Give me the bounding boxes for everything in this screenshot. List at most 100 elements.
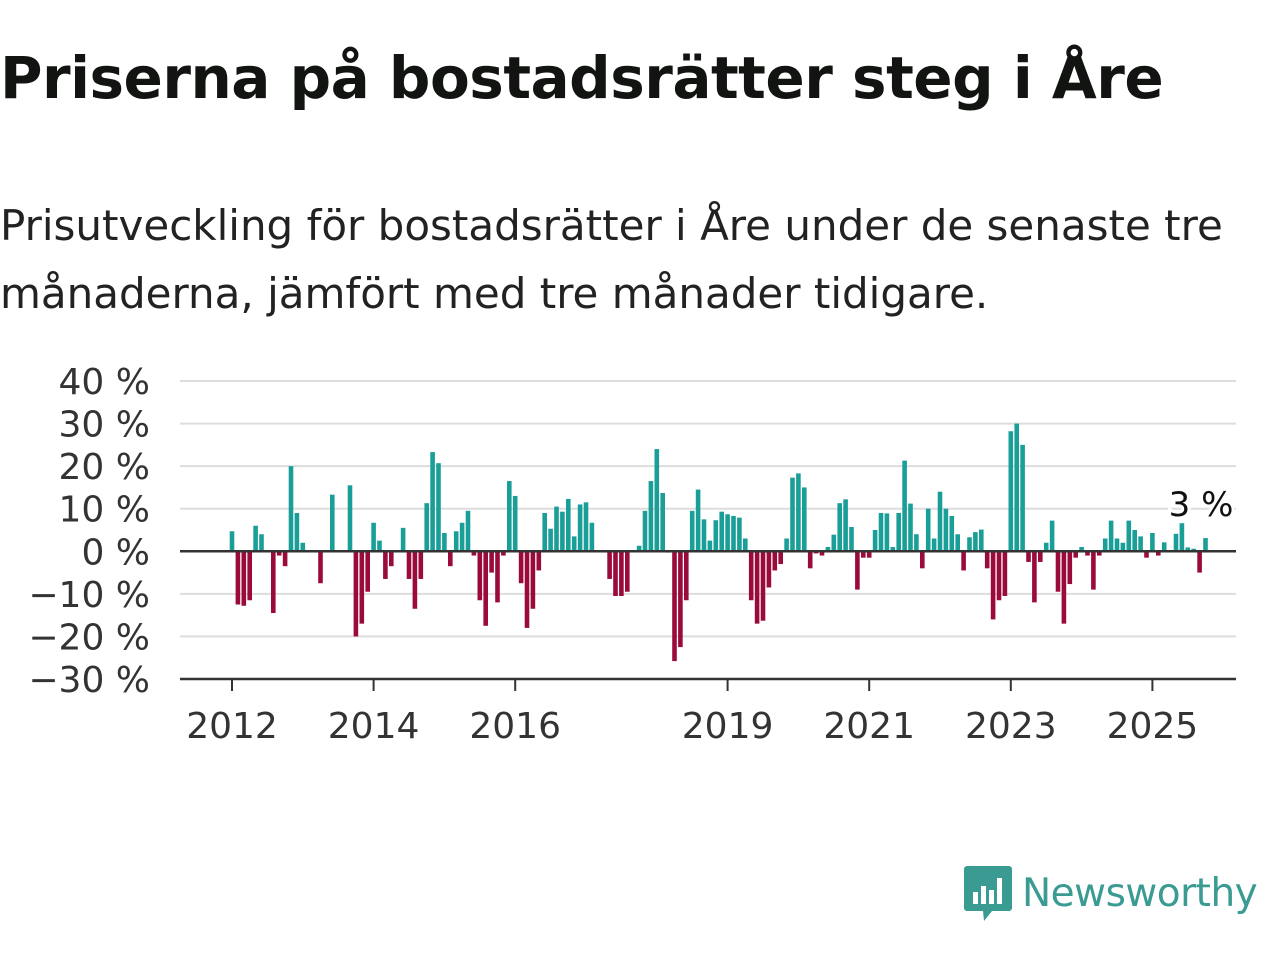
chart-title: Priserna på bostadsrätter steg i Åre: [0, 44, 1164, 112]
bar: [288, 466, 294, 552]
y-tick-label: 10 %: [59, 490, 150, 531]
x-tick-label: 2023: [965, 706, 1057, 747]
bar: [1008, 431, 1014, 552]
bar: [477, 551, 483, 601]
bar: [1038, 551, 1043, 562]
bar: [471, 551, 477, 556]
bar: [459, 522, 465, 552]
bar: [625, 551, 630, 592]
bar: [583, 502, 589, 552]
bar: [489, 551, 494, 573]
bar: [247, 551, 252, 601]
bar: [613, 551, 618, 596]
bar: [896, 512, 901, 552]
bar: [418, 551, 424, 579]
latest-value-annotation: 3 %: [1169, 485, 1234, 525]
bar: [465, 510, 471, 552]
newsworthy-bar-chart-icon: [964, 866, 1012, 921]
bar: [371, 522, 376, 552]
bar: [719, 511, 724, 552]
bar: [725, 514, 730, 552]
bar: [855, 551, 860, 590]
y-tick-label: −10 %: [28, 575, 150, 616]
bar: [1132, 530, 1137, 552]
x-tick-label: 2016: [469, 706, 561, 747]
bar: [1055, 551, 1061, 592]
bar-chart: 40 %30 %20 %10 %0 %−10 %−20 %−30 % 2012 2…: [28, 362, 1236, 747]
bar: [819, 551, 825, 556]
bar: [678, 551, 683, 648]
bar: [684, 551, 689, 601]
bar: [1173, 533, 1179, 552]
bar: [389, 551, 394, 567]
bar: [512, 495, 518, 552]
bar: [760, 551, 766, 621]
bar: [1085, 551, 1090, 556]
logo-text: Newsworthy: [1022, 870, 1258, 916]
bar: [1032, 551, 1037, 603]
bar: [548, 528, 553, 552]
bar: [530, 551, 536, 609]
bar: [737, 517, 742, 552]
bar: [766, 551, 772, 588]
bar: [973, 532, 978, 552]
bar: [1120, 542, 1126, 552]
x-tick-label: 2025: [1107, 706, 1199, 747]
bar: [1150, 532, 1155, 552]
bar: [1161, 542, 1167, 552]
bar: [294, 512, 300, 552]
bar: [483, 551, 488, 626]
bar: [713, 520, 719, 552]
bar: [642, 510, 648, 552]
bar: [937, 491, 943, 552]
bar: [648, 481, 654, 552]
y-tick-label: 20 %: [59, 447, 150, 488]
bar: [908, 503, 913, 552]
y-tick-label: −20 %: [28, 617, 150, 658]
bar: [501, 551, 506, 556]
bar: [778, 551, 783, 565]
bar: [689, 510, 695, 552]
y-tick-label: 40 %: [59, 362, 150, 403]
bar: [353, 551, 359, 637]
bar: [253, 525, 258, 552]
bar: [743, 538, 748, 552]
x-tick-label: 2012: [186, 706, 278, 747]
bar: [1114, 538, 1120, 552]
bar: [772, 551, 778, 571]
bar: [807, 551, 813, 569]
bar: [300, 542, 306, 552]
bar: [1203, 538, 1208, 552]
bar: [890, 547, 896, 552]
bar: [731, 515, 736, 552]
bar: [949, 515, 955, 552]
bar: [524, 551, 530, 628]
bar: [507, 481, 512, 552]
bar: [536, 551, 542, 571]
bar: [518, 551, 524, 584]
bar: [920, 551, 925, 569]
bar: [259, 534, 264, 552]
bar: [542, 512, 547, 552]
bar: [1020, 444, 1025, 552]
bar: [365, 551, 370, 592]
bar: [442, 532, 447, 552]
y-tick-labels: 40 %30 %20 %10 %0 %−10 %−20 %−30 %: [28, 362, 150, 701]
bar: [843, 499, 848, 552]
bar: [996, 551, 1002, 601]
bar: [560, 511, 565, 552]
bar: [400, 527, 406, 552]
bar: [347, 485, 353, 552]
bar: [636, 545, 642, 552]
bar: [672, 551, 677, 662]
bar: [235, 551, 241, 605]
bar: [825, 547, 831, 552]
bar: [607, 551, 612, 579]
grid-lines: [180, 380, 1236, 638]
bar: [925, 508, 931, 552]
bar: [1026, 551, 1031, 562]
bar: [660, 492, 665, 552]
bar: [1156, 551, 1161, 556]
bar-series: [229, 423, 1208, 662]
bar: [330, 494, 335, 552]
